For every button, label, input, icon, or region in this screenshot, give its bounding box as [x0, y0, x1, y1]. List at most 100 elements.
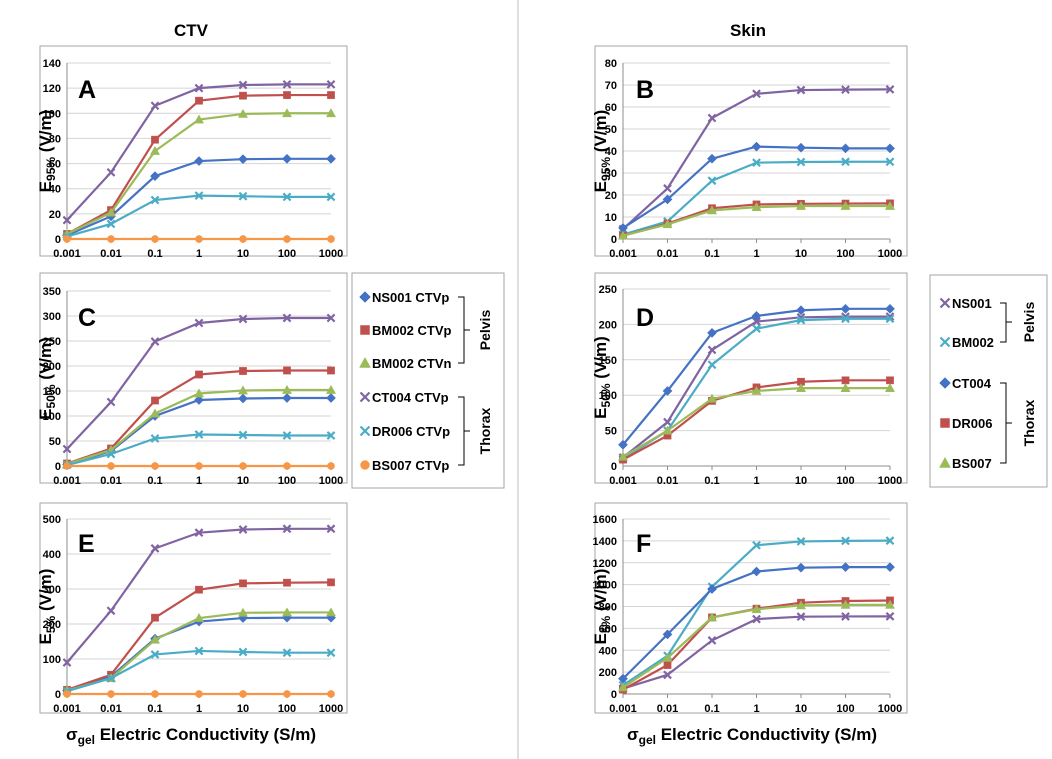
legend-marker: [939, 377, 951, 389]
legend-entry-label: CT004 CTVp: [372, 390, 449, 405]
x-tick-label: 0.1: [147, 703, 162, 715]
data-point: [663, 417, 672, 427]
x-tick-label: 0.001: [53, 248, 81, 260]
data-point: [149, 634, 161, 644]
data-point: [884, 383, 896, 392]
chart-frame: [594, 502, 908, 714]
data-point: [885, 143, 895, 154]
data-point: [239, 91, 247, 100]
data-point: [327, 366, 335, 375]
y-tick-label: 400: [43, 549, 61, 561]
data-point: [707, 584, 717, 594]
data-point: [282, 79, 292, 89]
data-point: [662, 652, 673, 662]
data-point: [326, 431, 336, 440]
data-point: [149, 408, 161, 418]
data-point: [752, 89, 761, 99]
legend-entry-label: NS001 CTVp: [372, 290, 449, 305]
data-point: [886, 376, 894, 385]
x-tick-label: 1: [196, 475, 202, 487]
data-point: [62, 215, 72, 225]
y-axis-label-sub: 95%: [599, 157, 613, 181]
data-point: [106, 219, 116, 229]
data-point: [663, 661, 672, 669]
x-tick-label: 1: [196, 703, 202, 715]
data-point: [327, 235, 335, 243]
data-point: [840, 383, 851, 392]
data-point: [327, 578, 335, 587]
data-point: [884, 200, 896, 210]
data-point: [706, 393, 718, 403]
y-tick-label: 120: [43, 83, 61, 95]
data-point: [325, 384, 337, 394]
y-tick-label: 140: [43, 58, 61, 70]
y-tick-label: 50: [49, 436, 61, 448]
y-axis-label: E95% (V/m): [591, 110, 613, 193]
y-tick-label: 0: [55, 461, 61, 473]
y-axis-label-main: E: [36, 181, 55, 192]
data-point: [662, 425, 673, 435]
x-tick-label: 0.01: [657, 475, 678, 487]
x-tick-label: 0.01: [100, 248, 121, 260]
legend-ctv: NS001 CTVp BM002 CTVp BM002 CTVn CT004 CTVp…: [351, 272, 505, 489]
y-tick-label: 0: [55, 689, 61, 701]
data-point: [150, 650, 160, 659]
y-axis-label-unit: (V/m): [591, 569, 610, 616]
y-axis-label-unit: (V/m): [36, 569, 55, 616]
data-point: [194, 83, 204, 93]
data-point: [326, 79, 336, 89]
data-point: [282, 153, 292, 164]
x-tick-label: 0.1: [704, 703, 719, 715]
x-tick-label: 10: [237, 248, 249, 260]
data-point: [751, 310, 762, 321]
data-point: [751, 385, 762, 395]
data-point: [885, 157, 895, 167]
data-point: [841, 314, 850, 324]
data-point: [194, 395, 204, 405]
y-tick-label: 30: [605, 168, 617, 180]
data-point: [150, 195, 160, 205]
data-point: [195, 585, 203, 594]
data-point: [325, 108, 337, 118]
data-point: [326, 313, 336, 323]
data-point: [195, 690, 203, 698]
data-point: [194, 528, 204, 538]
y-axis-label-main: E: [591, 181, 610, 192]
legend-entry-label: BM002 CTVp: [372, 323, 452, 338]
data-point: [283, 366, 291, 375]
legend-marker: [939, 456, 951, 468]
data-point: [751, 201, 762, 211]
legend-marker: [359, 391, 371, 403]
data-point: [840, 562, 851, 573]
data-point: [238, 154, 248, 165]
y-tick-label: 60: [49, 159, 61, 171]
y-axis-label-unit: (V/m): [36, 110, 55, 157]
data-point: [752, 158, 761, 168]
data-point: [150, 337, 160, 346]
data-point: [840, 200, 851, 210]
data-point: [193, 388, 205, 398]
data-point: [238, 191, 248, 201]
data-point: [841, 612, 850, 621]
data-point: [795, 383, 807, 392]
y-tick-label: 70: [605, 80, 617, 92]
x-tick-label: 100: [278, 475, 296, 487]
data-point: [194, 156, 204, 167]
legend-marker: [939, 297, 951, 309]
y-tick-label: 350: [43, 286, 61, 298]
y-axis-label: E95% (V/m): [36, 110, 58, 193]
x-tick-label: 100: [836, 248, 854, 260]
data-point: [326, 153, 336, 164]
x-tick-label: 0.1: [704, 248, 719, 260]
x-tick-label: 0.001: [609, 248, 637, 260]
data-point: [193, 612, 205, 622]
y-axis-label-unit: (V/m): [36, 337, 55, 384]
data-point: [840, 143, 851, 154]
data-point: [663, 670, 672, 680]
bracket-pelvis: [1000, 302, 1012, 343]
y-axis-label: E50% (V/m): [591, 336, 613, 419]
data-point: [752, 317, 761, 326]
y-tick-label: 800: [599, 602, 617, 614]
data-point: [707, 360, 717, 370]
data-point: [195, 96, 203, 105]
